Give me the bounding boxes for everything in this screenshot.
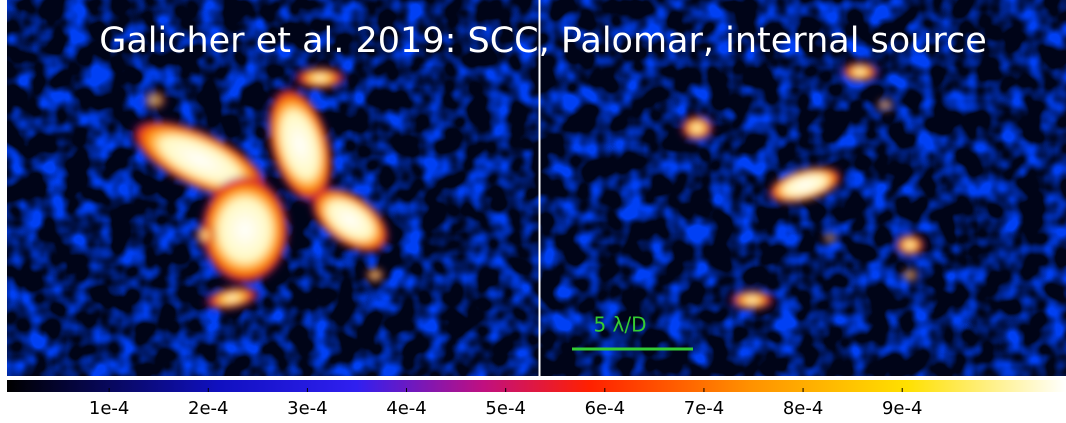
colorbar-tick-label: 4e-4 — [386, 398, 426, 419]
colorbar-ticks: 1e-4 2e-4 3e-4 4e-4 5e-4 6e-4 7e-4 8e-4 9e-4 — [89, 388, 923, 419]
colorbar-tick-label: 9e-4 — [882, 398, 922, 419]
title: Galicher et al. 2019: SCC, Palomar, inte… — [99, 21, 987, 61]
colorbar-tick-label: 8e-4 — [783, 398, 823, 419]
figure: Galicher et al. 2019: SCC, Palomar, inte… — [0, 0, 1066, 423]
colorbar-tick-label: 6e-4 — [585, 398, 625, 419]
colorbar-tick-label: 2e-4 — [188, 398, 228, 419]
colorbar-tick-label: 5e-4 — [485, 398, 525, 419]
colorbar — [7, 380, 1066, 392]
colorbar-tick-label: 7e-4 — [684, 398, 724, 419]
scale-bar-label: 5 λ/D — [593, 313, 646, 337]
colorbar-tick-label: 3e-4 — [287, 398, 327, 419]
colorbar-tick-label: 1e-4 — [89, 398, 129, 419]
